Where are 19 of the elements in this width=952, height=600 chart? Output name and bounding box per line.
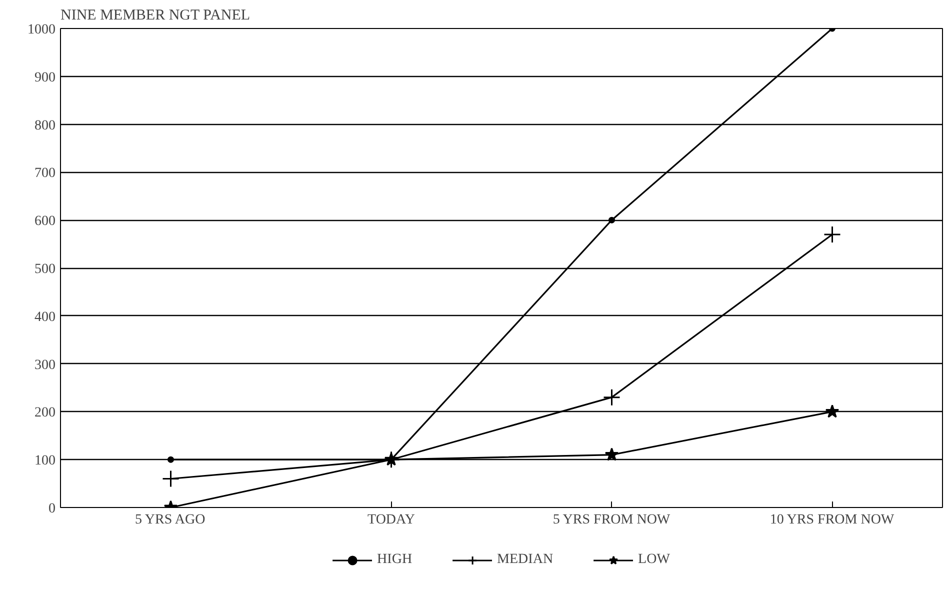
y-tick-label: 900 — [34, 70, 56, 86]
y-tick-label: 200 — [34, 406, 56, 421]
y-tick-label: 1000 — [28, 22, 56, 38]
y-tick-label: 600 — [34, 214, 56, 230]
y-tick-label: 100 — [34, 454, 56, 469]
x-tick-label: 10 YRS FROM NOW — [770, 512, 895, 528]
x-tick-label: TODAY — [368, 512, 415, 528]
y-tick-label: 500 — [34, 262, 56, 277]
legend-label: MEDIAN — [497, 552, 554, 568]
legend-label: LOW — [638, 552, 670, 568]
chart-title: NINE MEMBER NGT PANEL — [60, 8, 250, 24]
y-tick-label: 0 — [48, 502, 56, 516]
y-tick-label: 300 — [34, 358, 56, 373]
y-tick-label: 700 — [34, 166, 56, 182]
y-tick-label: 800 — [34, 118, 56, 134]
x-tick-label: 5 YRS FROM NOW — [552, 512, 671, 528]
y-tick-label: 400 — [34, 310, 56, 325]
legend-label: HIGH — [377, 552, 412, 568]
x-tick-label: 5 YRS AGO — [134, 512, 206, 528]
